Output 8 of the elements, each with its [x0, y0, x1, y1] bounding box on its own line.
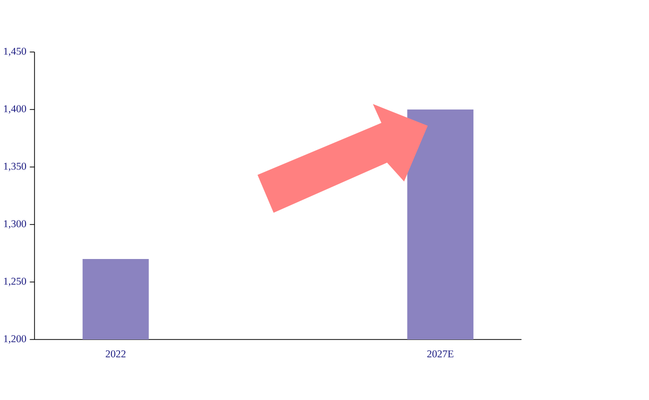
y-tick-label: 1,350: [4, 162, 26, 172]
y-tick-label: 1,200: [4, 335, 26, 344]
x-tick-label: 2027E: [427, 350, 454, 358]
y-tick-label: 1,450: [4, 48, 26, 56]
y-tick-label: 1,250: [4, 278, 26, 286]
y-tick-label: 1,300: [4, 220, 26, 229]
x-tick-label: 2022: [106, 350, 126, 358]
y-tick-label: 1,400: [4, 105, 26, 114]
